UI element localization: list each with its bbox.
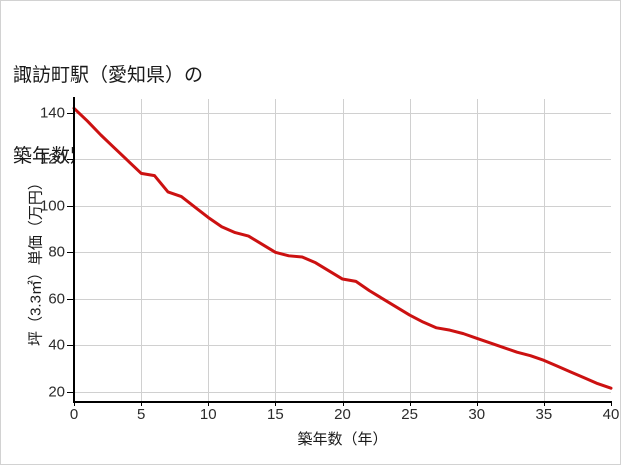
y-tick-label-20: 20 bbox=[48, 383, 65, 401]
plot-area bbox=[72, 99, 613, 401]
y-tick-label-60: 60 bbox=[48, 290, 65, 308]
y-tick-mark-120 bbox=[67, 159, 73, 161]
x-tick-mark-15 bbox=[275, 401, 277, 406]
gridline-x-5 bbox=[141, 99, 143, 401]
x-tick-mark-20 bbox=[342, 401, 344, 406]
x-tick-mark-30 bbox=[476, 401, 478, 406]
x-tick-mark-5 bbox=[141, 401, 143, 406]
gridline-x-15 bbox=[275, 99, 277, 401]
x-tick-mark-10 bbox=[208, 401, 210, 406]
x-tick-mark-40 bbox=[611, 401, 612, 406]
x-tick-label-40: 40 bbox=[602, 406, 620, 423]
gridline-x-10 bbox=[208, 99, 210, 401]
series-line-chart bbox=[72, 106, 613, 390]
y-tick-mark-20 bbox=[67, 391, 73, 393]
y-tick-mark-60 bbox=[67, 298, 73, 300]
y-tick-mark-100 bbox=[67, 205, 73, 207]
x-tick-mark-35 bbox=[543, 401, 545, 406]
gridline-x-25 bbox=[409, 99, 411, 401]
y-tick-label-140: 140 bbox=[39, 104, 65, 122]
x-tick-label-0: 0 bbox=[69, 406, 79, 423]
y-tick-label-40: 40 bbox=[48, 336, 65, 354]
gridline-x-20 bbox=[342, 99, 344, 401]
y-tick-label-120: 120 bbox=[39, 150, 65, 168]
series-line-坪単価 bbox=[72, 106, 613, 390]
y-tick-mark-40 bbox=[67, 345, 73, 347]
x-tick-label-5: 5 bbox=[136, 406, 146, 423]
x-tick-label-35: 35 bbox=[535, 406, 553, 423]
x-tick-mark-25 bbox=[409, 401, 411, 406]
y-tick-label-100: 100 bbox=[39, 197, 65, 215]
x-tick-label-30: 30 bbox=[468, 406, 486, 423]
x-tick-mark-0 bbox=[74, 401, 75, 406]
gridline-x-35 bbox=[543, 99, 545, 401]
x-tick-label-10: 10 bbox=[199, 406, 217, 423]
y-tick-mark-80 bbox=[67, 252, 73, 254]
gridline-x-30 bbox=[476, 99, 478, 401]
x-tick-label-25: 25 bbox=[401, 406, 418, 423]
y-axis-spine bbox=[73, 97, 75, 403]
x-tick-label-20: 20 bbox=[334, 406, 351, 423]
x-tick-label-15: 15 bbox=[267, 406, 284, 423]
y-tick-label-80: 80 bbox=[48, 243, 65, 261]
y-tick-mark-140 bbox=[67, 112, 73, 114]
chart-title-line-1: 諏訪町駅（愛知県）の bbox=[13, 64, 204, 86]
x-axis-label: 築年数（年） bbox=[297, 431, 388, 448]
